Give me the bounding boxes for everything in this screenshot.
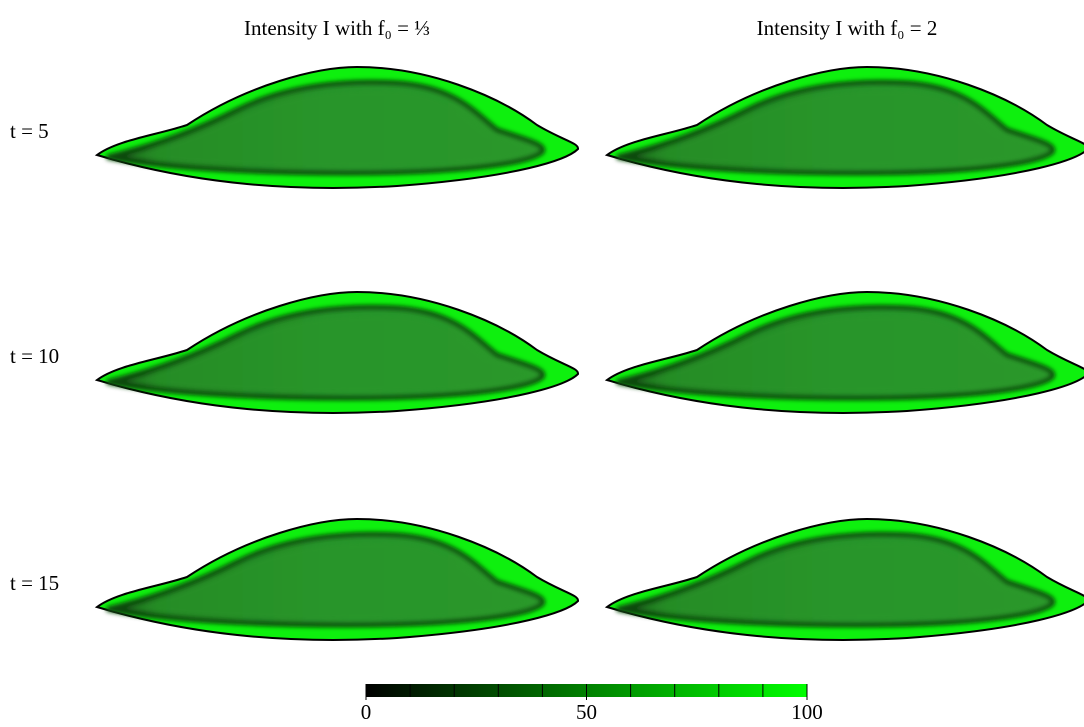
intensity-panel (97, 519, 578, 640)
intensity-panel (607, 519, 1084, 640)
column-title: Intensity I with f₀ = ⅓ (244, 16, 430, 40)
row-label: t = 15 (10, 571, 59, 595)
intensity-panel (97, 292, 578, 413)
intensity-panel (607, 292, 1084, 413)
row-label: t = 10 (10, 344, 59, 368)
colorbar-tick-label: 0 (361, 700, 372, 724)
colorbar-tick-label: 100 (791, 700, 823, 724)
colorbar-tick-label: 50 (576, 700, 597, 724)
intensity-panel (607, 67, 1084, 188)
intensity-panel (97, 67, 578, 188)
column-title: Intensity I with f₀ = 2 (757, 16, 938, 40)
row-label: t = 5 (10, 119, 49, 143)
